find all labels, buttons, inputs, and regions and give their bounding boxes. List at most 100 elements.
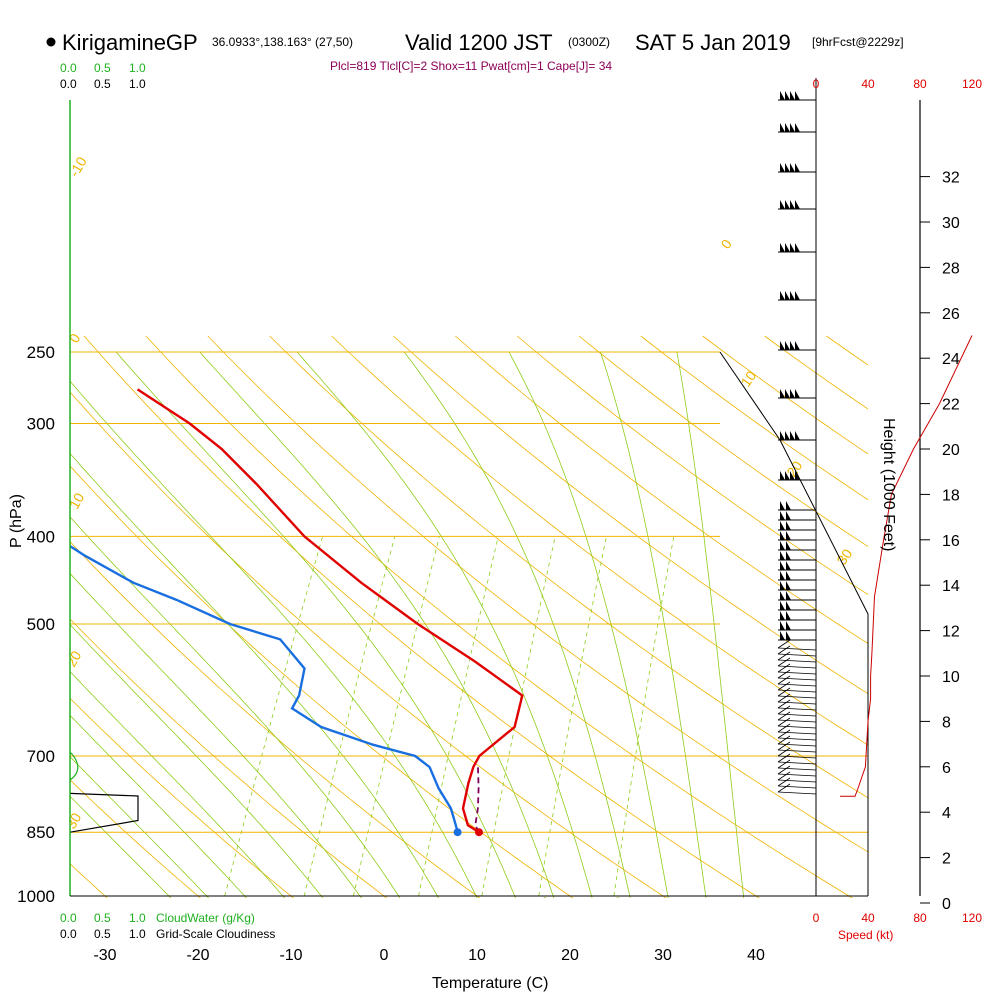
dewpoint-line [70, 544, 459, 833]
stability-indices: Plcl=819 Tlcl[C]=2 Shox=11 Pwat[cm]=1 Ca… [330, 59, 612, 73]
height-tick-label: 20 [942, 442, 960, 459]
temperature-line [136, 388, 524, 834]
wind-barb-staff [777, 665, 817, 669]
scale-bottom-black-0: 0.0 [60, 927, 77, 941]
mixing-ratio-label: 5 [413, 901, 431, 916]
wind-barb-flag [780, 541, 785, 550]
wind-barb-feather [777, 687, 791, 697]
wind-barb-staff [777, 743, 817, 747]
wind-barb-feather [777, 669, 791, 679]
mixing-ratio-label: 2 [301, 901, 319, 916]
temperature-tick-label: 10 [468, 947, 486, 964]
moist-adiabat-line [508, 351, 669, 898]
height-tick-label: 12 [942, 624, 960, 641]
top-cloud-scale: 0.0 0.5 1.0 0.0 0.5 1.0 [60, 61, 146, 91]
wind-barb-staff [777, 713, 817, 717]
cloudiness-line [70, 792, 139, 833]
speed-tick-label: 40 [861, 911, 875, 925]
mixing-ratio-line [353, 536, 440, 897]
dry-adiabat-label: 10 [66, 490, 88, 512]
wind-barb-flag [785, 471, 790, 480]
wind-barb-feather [777, 723, 791, 733]
mixing-ratio-label: 3 [349, 901, 367, 916]
height-tick-label: 6 [942, 760, 951, 777]
wind-barbs [777, 91, 817, 795]
y-axis-label: P (hPa) [8, 494, 25, 548]
height-tick-label: 24 [942, 351, 960, 368]
wind-barb-staff [777, 701, 817, 705]
height-tick-label: 10 [942, 669, 960, 686]
wind-barb-flag [786, 581, 791, 590]
height-tick-label: 4 [942, 805, 951, 822]
temperature-tick-label: -30 [93, 947, 116, 964]
pressure-tick-label: 300 [27, 415, 55, 434]
moist-adiabat-line [199, 351, 555, 898]
wind-barb-flag [795, 123, 800, 132]
cloudwater-label: CloudWater (g/Kg) [156, 911, 255, 925]
wind-barb-feather [777, 765, 791, 775]
speed-axis-label: Speed (kt) [838, 928, 893, 942]
wind-barb-flag [785, 389, 790, 398]
surface-temperature-point [474, 828, 483, 837]
wind-barb-flag [780, 431, 785, 440]
valid-time: Valid 1200 JST [405, 30, 553, 55]
sounding-series [70, 388, 524, 837]
moist-adiabat-line [70, 380, 478, 898]
wind-barb-flag [785, 243, 790, 252]
scale-top-green-0: 0.0 [60, 61, 77, 75]
wind-barb-flag [780, 511, 785, 520]
speed-tick-label: 40 [861, 77, 875, 91]
height-tick-label: 22 [942, 397, 960, 414]
wind-barb-feather [777, 651, 791, 661]
wind-barb-staff [777, 755, 817, 759]
wind-barb-flag [780, 123, 785, 132]
height-tick-label: 8 [942, 714, 951, 731]
dry-adiabat-line [70, 540, 481, 898]
wind-barb-flag [786, 601, 791, 610]
wind-barb-staff [777, 773, 817, 777]
wind-barb-flag [795, 389, 800, 398]
wind-barb-flag [780, 501, 785, 510]
wind-barb-flag [780, 611, 785, 620]
wind-barb-feather [777, 759, 791, 769]
wind-barb-staff [777, 647, 817, 651]
scale-bottom-black-2: 1.0 [129, 927, 146, 941]
dry-adiabat-line [83, 335, 760, 898]
temperature-tick-label: -10 [279, 947, 302, 964]
temperature-tick-label: 0 [380, 947, 389, 964]
wind-barb-flag [780, 389, 785, 398]
wind-barb-feather [777, 717, 791, 727]
height-axis-label: Height (1000 Feet) [880, 418, 897, 551]
moist-adiabat-line [70, 795, 172, 898]
wind-barb-staff [777, 791, 817, 795]
dry-adiabat-line [70, 465, 574, 898]
mixing-ratio-lines [224, 536, 675, 897]
dry-adiabat-line [393, 335, 868, 695]
wind-barb-flag [780, 291, 785, 300]
dry-adiabat-label: 0 [66, 331, 84, 346]
mixing-ratio-label: 8 [477, 901, 495, 916]
wind-barb-flag [780, 571, 785, 580]
mixing-ratio-line [224, 536, 323, 897]
wind-barb-flag [780, 531, 785, 540]
wind-barb-flag [786, 541, 791, 550]
wind-barb-feather [777, 681, 791, 691]
scale-top-black-2: 1.0 [129, 77, 146, 91]
height-tick-label: 32 [942, 170, 960, 187]
dry-adiabat-line [826, 335, 868, 366]
height-tick-label: 18 [942, 487, 960, 504]
dry-adiabats [70, 335, 868, 898]
wind-barb-staff [777, 719, 817, 723]
wind-barb-flag [795, 243, 800, 252]
wind-barb-flag [795, 163, 800, 172]
wind-barb-flag [786, 501, 791, 510]
forecast-label: [9hrFcst@2229z] [812, 35, 904, 49]
wind-barb-flag [780, 341, 785, 350]
dry-adiabat-line [70, 863, 108, 898]
x-axis-label: Temperature (C) [432, 975, 548, 992]
wind-barb-feather [777, 741, 791, 751]
moist-adiabat-line [70, 572, 362, 898]
wind-barb-flag [785, 431, 790, 440]
boundary-line [719, 351, 869, 896]
